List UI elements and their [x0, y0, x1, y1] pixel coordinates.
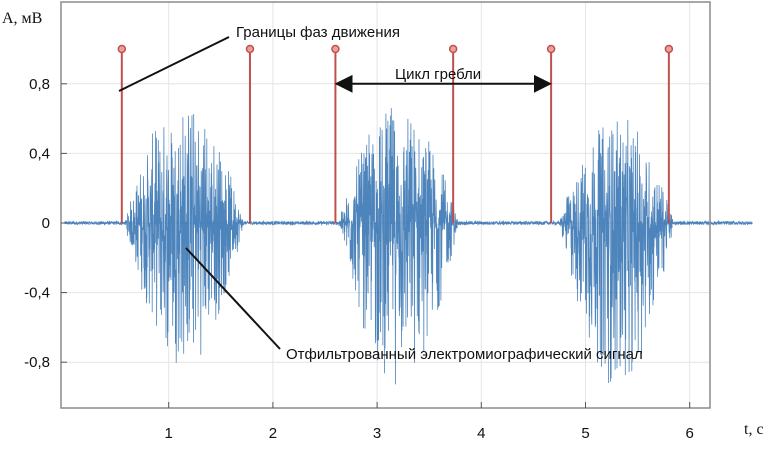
x-tick-label: 2: [269, 425, 277, 442]
emg-label: Отфильтрованный электромиографический си…: [286, 346, 643, 363]
x-tick-label: 6: [686, 425, 694, 442]
x-axis-label: t, с: [744, 421, 764, 438]
phase-boundary-marker: [448, 44, 458, 54]
emg-pointer-line: [185, 247, 281, 350]
cycle-label: Цикл гребли: [395, 66, 481, 83]
annotation-emg: Отфильтрованный электромиографический си…: [185, 247, 643, 363]
plot-frame: [60, 1, 711, 409]
phase-boundary-marker: [664, 44, 674, 54]
annotation-cycle: Цикл гребли: [334, 66, 552, 93]
annotation-phase-bounds: Границы фаз движения: [118, 24, 400, 92]
y-tick-label: 0: [42, 215, 50, 232]
phase-boundary-marker: [117, 44, 127, 54]
phase-boundary-marker: [331, 44, 340, 54]
x-axis-ticks: 1 2 3 4 5 6: [165, 402, 694, 442]
x-tick-label: 3: [373, 425, 381, 442]
phase-bounds-label: Границы фаз движения: [236, 24, 400, 41]
y-axis-label: A, мВ: [2, 10, 42, 27]
y-axis-ticks: 0,8 0,4 0 -0,4 -0,8: [24, 76, 67, 371]
x-tick-label: 1: [165, 425, 173, 442]
phase-boundary-marker: [245, 44, 255, 54]
y-tick-label: 0,8: [29, 76, 50, 93]
y-tick-label: 0,4: [29, 145, 50, 162]
phase-bounds-pointer-line: [118, 36, 230, 92]
x-tick-label: 5: [581, 425, 589, 442]
y-tick-label: -0,4: [24, 285, 50, 302]
x-tick-label: 4: [477, 425, 485, 442]
emg-signal-line: [64, 108, 753, 385]
phase-boundary-series: [117, 44, 674, 223]
emg-signal-series: [64, 108, 753, 385]
phase-boundary-marker: [546, 44, 556, 54]
y-tick-label: -0,8: [24, 354, 50, 371]
